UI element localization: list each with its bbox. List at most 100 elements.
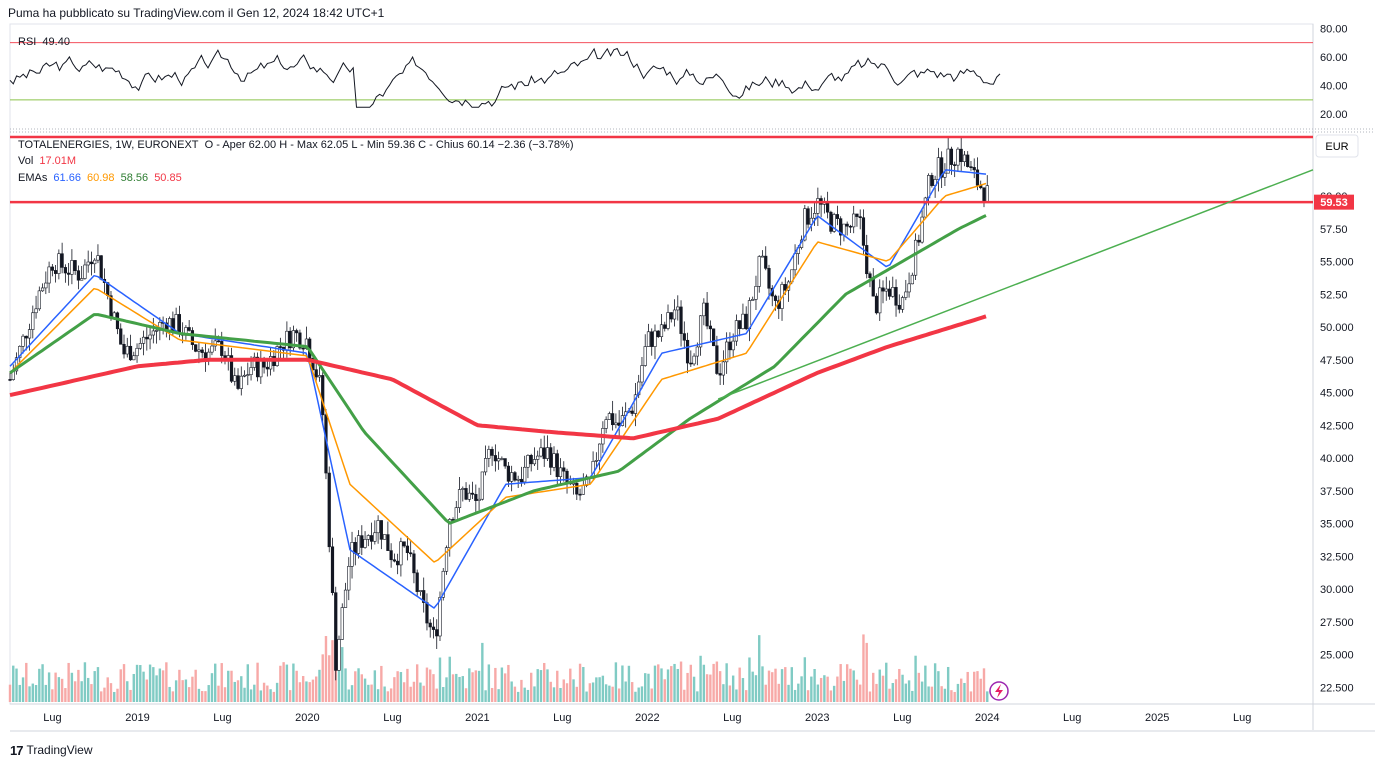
current-price-label: 59.53 <box>1320 197 1348 209</box>
volume-bar <box>86 677 90 702</box>
volume-bar <box>634 691 637 702</box>
vol-label: Vol <box>18 155 34 167</box>
candle-body <box>386 534 390 551</box>
volume-bar <box>129 689 132 702</box>
volume-bar <box>650 688 653 702</box>
volume-bar <box>15 668 18 702</box>
volume-bar <box>920 681 924 702</box>
candle-body <box>773 295 778 301</box>
candle-body <box>956 148 960 166</box>
volume-bar <box>982 668 986 702</box>
volume-bar <box>784 667 787 702</box>
candle-body <box>213 340 217 347</box>
candle-body <box>669 312 673 320</box>
volume-bar <box>878 669 881 702</box>
volume-bar <box>969 691 973 702</box>
candle-body <box>865 245 869 275</box>
candle-body <box>34 308 38 314</box>
volume-bar <box>409 686 412 702</box>
time-tick-label: 2019 <box>125 712 149 724</box>
candle-body <box>920 216 924 243</box>
footer-brand[interactable]: 17 TradingView <box>10 740 93 760</box>
volume-bar <box>715 661 719 702</box>
volume-bar <box>249 689 253 702</box>
candle-body <box>128 345 133 361</box>
volume-bar <box>106 677 109 702</box>
volume-bar <box>513 686 517 702</box>
volume-bar <box>497 689 500 702</box>
candle-body <box>695 346 699 357</box>
currency-box[interactable] <box>1315 134 1359 158</box>
candle-body <box>539 447 543 457</box>
candle-body <box>985 185 989 202</box>
volume-bar <box>266 685 269 702</box>
volume-bar <box>624 681 627 702</box>
volume-bar <box>331 640 334 702</box>
rsi-label: RSI <box>18 36 37 48</box>
price-tick-label: 32.500 <box>1320 551 1354 563</box>
price-axis[interactable]: 60.0057.5055.00052.5050.00047.50045.0004… <box>1320 191 1354 694</box>
candle-body <box>109 295 113 319</box>
rsi-pane: 80.00 60.00 40.00 20.00 <box>9 23 1348 121</box>
candle-body <box>666 312 670 329</box>
lightning-icon[interactable] <box>989 681 1009 701</box>
candle-body <box>816 198 820 214</box>
time-axis[interactable]: Lug 2019 Lug 2020 Lug 2021 Lug 2022 Lug 2023 Lug 20… <box>43 712 1251 724</box>
volume-bar <box>751 671 754 702</box>
price-tick-label: 30.000 <box>1320 584 1354 596</box>
volume-bar <box>881 675 885 702</box>
candle-body <box>604 419 608 429</box>
candle-body <box>917 239 921 243</box>
volume-bar <box>823 675 826 702</box>
rsi-line <box>9 47 1001 108</box>
candle-body <box>813 213 817 219</box>
candle-body <box>135 347 139 357</box>
volume-bar <box>718 671 722 702</box>
volume-bar <box>357 668 360 702</box>
candle-body <box>747 300 752 330</box>
volume-bar <box>852 670 855 702</box>
candle-body <box>803 208 807 241</box>
volume-bar <box>233 681 236 702</box>
volume-bar <box>507 664 510 702</box>
candle-body <box>943 172 947 178</box>
tradingview-logo-icon: 17 <box>10 742 24 758</box>
volume-bar <box>344 668 347 702</box>
candle-body <box>356 535 361 554</box>
candle-body <box>122 343 126 355</box>
candle-body <box>389 550 393 561</box>
candle-body <box>132 355 136 361</box>
volume-bar <box>976 671 979 702</box>
volume-bar <box>181 680 184 702</box>
candle-body <box>549 447 553 468</box>
candle-body <box>842 223 846 236</box>
volume-bar <box>559 687 562 702</box>
volume-bar <box>699 655 702 702</box>
candle-body <box>233 375 237 382</box>
volume-bar <box>937 671 940 702</box>
symbol-legend[interactable]: TOTALENERGIES, 1W, EURONEXT O - Aper 62.… <box>18 139 577 151</box>
trendline[interactable] <box>717 169 1314 400</box>
volume-bar <box>67 662 70 702</box>
candle-body <box>301 347 305 350</box>
volume-bar <box>933 663 937 702</box>
volume-bar <box>152 667 155 702</box>
rsi-value: 49.40 <box>42 36 70 48</box>
candle-body <box>490 449 494 456</box>
volume-bar <box>174 680 178 702</box>
volume-bar <box>836 676 839 702</box>
volume-bar <box>725 663 728 702</box>
volume-bar <box>670 666 673 702</box>
candle-body <box>252 356 256 368</box>
volume-bar <box>683 689 686 702</box>
candle-body <box>369 535 374 542</box>
volume-bar <box>419 682 422 702</box>
candle-body <box>946 148 950 174</box>
volume-legend[interactable]: Vol 17.01M <box>18 155 79 167</box>
candle-body <box>210 345 214 353</box>
volume-bar <box>93 671 96 702</box>
volume-bar <box>315 676 318 702</box>
ema-legend[interactable]: EMAs 61.66 60.98 58.56 50.85 <box>18 172 185 184</box>
volume-bar <box>25 662 28 702</box>
